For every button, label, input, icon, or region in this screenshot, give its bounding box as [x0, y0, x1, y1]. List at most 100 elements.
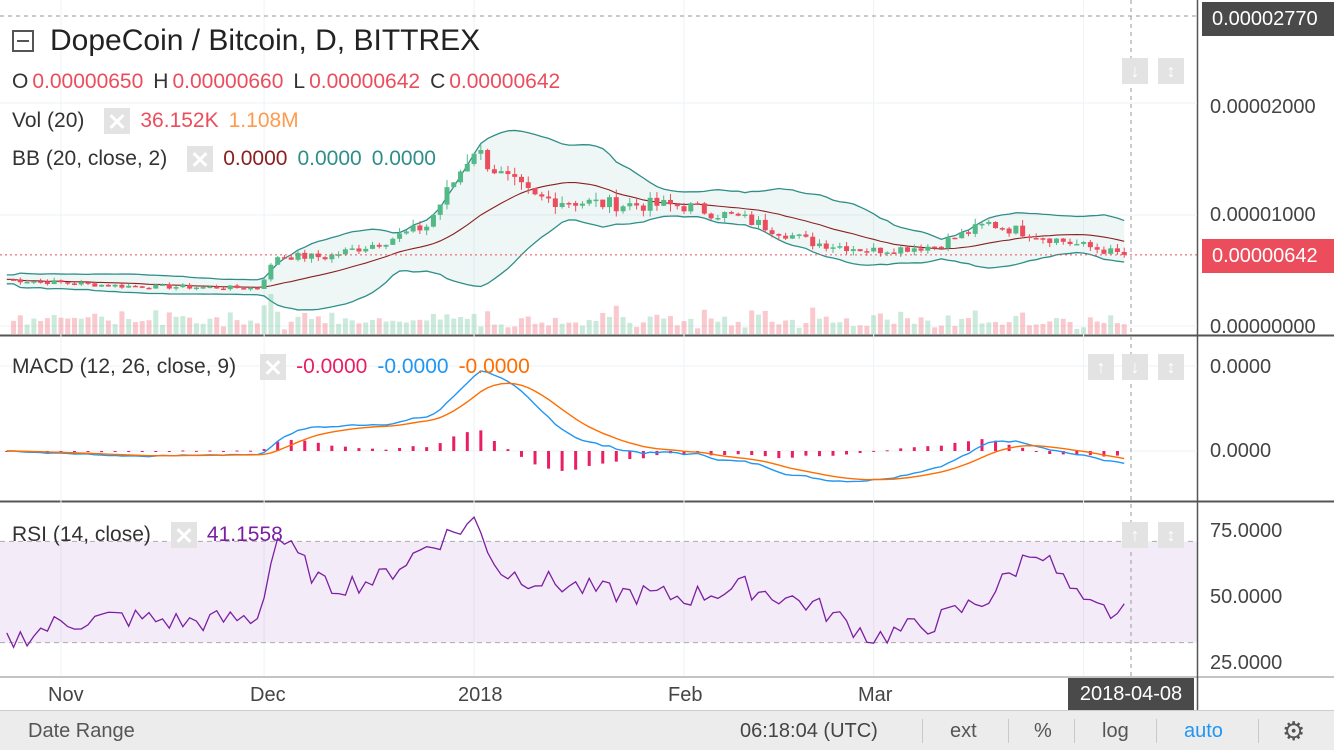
macd-histogram-bar [492, 441, 496, 451]
candle-body [295, 252, 301, 260]
high-value: 0.00000660 [172, 70, 284, 93]
volume-bar [884, 319, 890, 334]
rsi-tick: 50.0000 [1210, 586, 1283, 608]
collapse-icon[interactable] [12, 30, 34, 52]
volume-bar [871, 315, 877, 334]
volume-bar [749, 310, 755, 334]
candle-body [959, 232, 965, 239]
volume-bar [532, 323, 538, 334]
candle-body [627, 203, 633, 207]
macd-histogram-bar [845, 451, 849, 455]
volume-bar [1087, 317, 1093, 334]
candle-body [715, 217, 721, 220]
candle-body [261, 279, 267, 289]
bb-fill [6, 130, 1125, 310]
move-down-icon[interactable]: ↓ [1122, 58, 1148, 84]
volume-bar [518, 318, 524, 334]
open-label: O [12, 70, 29, 93]
time-label: Mar [858, 684, 893, 706]
candle-body [11, 279, 17, 281]
macd-signal-line [6, 382, 1125, 481]
candle-body [214, 286, 220, 289]
candle-body [728, 212, 734, 214]
macd-histogram-bar [72, 451, 76, 453]
volume-bar [1026, 325, 1032, 334]
volume-bar [146, 320, 152, 334]
volume-bar [139, 321, 145, 334]
volume-bar [173, 316, 179, 334]
volume-bar [539, 322, 545, 334]
candle-body [78, 282, 84, 285]
open-value: 0.00000650 [32, 70, 144, 93]
volume-bar [207, 318, 213, 334]
volume-bar [478, 326, 484, 334]
macd-histogram-bar [587, 451, 591, 466]
maximize-pane-icon[interactable]: ↕ [1158, 354, 1184, 380]
move-up-icon[interactable]: ↑ [1088, 354, 1114, 380]
volume-bar [200, 323, 206, 334]
remove-bb-icon[interactable] [187, 146, 214, 172]
candle-body [756, 219, 762, 225]
candle-body [1013, 225, 1019, 234]
volume-bar [925, 320, 931, 334]
move-down-icon[interactable]: ↓ [1122, 354, 1148, 380]
log-button[interactable]: log [1102, 720, 1129, 742]
macd-histogram-bar [601, 451, 605, 464]
candle-body [654, 197, 660, 206]
volume-bar [803, 323, 809, 334]
close-label: C [430, 70, 446, 93]
macd-histogram-bar [194, 450, 198, 452]
candle-body [708, 213, 714, 219]
move-up-icon[interactable]: ↑ [1122, 522, 1148, 548]
candle-body [701, 203, 707, 214]
candle-body [1087, 242, 1093, 248]
bb-legend: BB (20, close, 2) 0.0000 0.0000 0.0000 [12, 146, 436, 172]
candle-body [1054, 238, 1060, 243]
candle-body [783, 235, 789, 239]
macd-histogram-bar [723, 451, 727, 455]
percent-button[interactable]: % [1034, 720, 1052, 742]
remove-vol-icon[interactable] [104, 108, 131, 134]
remove-macd-icon[interactable] [260, 354, 287, 380]
macd-histogram-bar [452, 436, 456, 451]
volume-bar [180, 316, 186, 334]
volume-bar [302, 312, 308, 334]
macd-histogram-bar [100, 451, 104, 453]
macd-histogram-bar [384, 449, 388, 451]
remove-rsi-icon[interactable] [170, 522, 197, 548]
volume-bar [986, 322, 992, 334]
candle-body [1081, 242, 1087, 244]
candle-body [31, 281, 37, 283]
volume-bar [126, 319, 132, 334]
macd-histogram-bar [370, 448, 374, 451]
volume-bar [363, 322, 369, 334]
candle-body [796, 234, 802, 236]
candle-body [85, 282, 91, 284]
volume-bar [38, 320, 44, 334]
time-label: 2018 [458, 684, 503, 706]
ext-button[interactable]: ext [950, 720, 977, 742]
candle-body [932, 246, 938, 249]
price-tick: 0.00001000 [1210, 204, 1316, 226]
volume-bar [837, 322, 843, 334]
candle-body [667, 199, 673, 205]
symbol-title: DopeCoin / Bitcoin, D, BITTREX [50, 24, 481, 57]
volume-bar [430, 313, 436, 334]
macd-histogram-bar [1048, 451, 1052, 454]
maximize-pane-icon[interactable]: ↕ [1158, 522, 1184, 548]
volume-bar [17, 315, 23, 334]
candle-body [1067, 241, 1073, 244]
date-range-button[interactable]: Date Range [28, 720, 135, 742]
macd-histogram-bar [817, 451, 821, 457]
candle-body [573, 203, 579, 206]
macd-histogram-bar [614, 451, 618, 462]
maximize-pane-icon[interactable]: ↕ [1158, 58, 1184, 84]
auto-button[interactable]: auto [1184, 720, 1223, 742]
candle-body [938, 246, 944, 249]
gear-icon[interactable]: ⚙ [1282, 716, 1306, 746]
candle-body [593, 199, 599, 202]
clock-display[interactable]: 06:18:04 (UTC) [740, 720, 878, 742]
candle-body [600, 199, 606, 208]
volume-bar [24, 324, 30, 334]
macd-histogram-bar [235, 450, 239, 452]
